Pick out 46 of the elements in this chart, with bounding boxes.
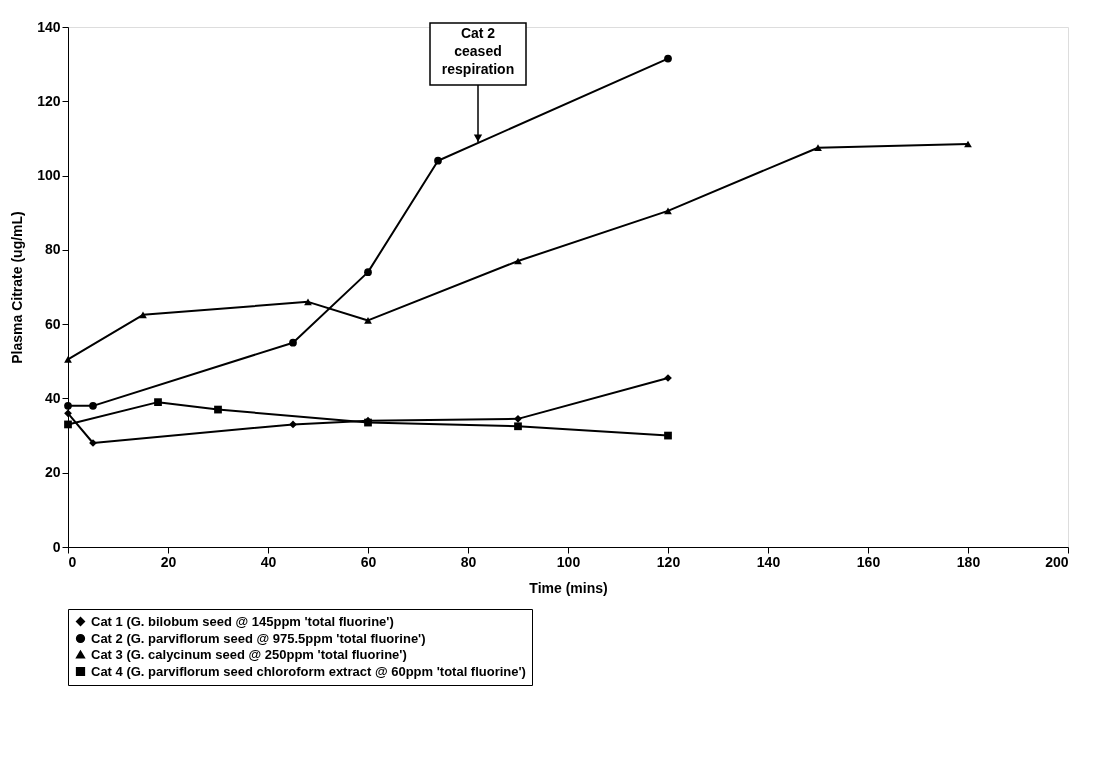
x-tick-label: 0 bbox=[68, 553, 77, 570]
point bbox=[364, 268, 372, 277]
y-tick-label: 80 bbox=[44, 241, 61, 258]
point bbox=[664, 54, 672, 63]
point bbox=[434, 156, 442, 165]
x-tick-label: 140 bbox=[756, 553, 781, 570]
y-axis-title: Plasma Citrate (ug/mL) bbox=[9, 211, 26, 364]
x-tick-label: 120 bbox=[656, 553, 681, 570]
x-tick-label: 160 bbox=[856, 553, 881, 570]
point bbox=[64, 356, 72, 363]
y-tick-label: 140 bbox=[37, 18, 61, 35]
point bbox=[364, 317, 372, 324]
point bbox=[304, 298, 312, 306]
x-tick-label: 60 bbox=[360, 553, 377, 570]
legend-label: Cat 3 (G. calycinum seed @ 250ppm 'total fluorine') bbox=[91, 646, 407, 662]
x-tick-label: 40 bbox=[260, 553, 277, 570]
legend-label: Cat 1 (G. bilobum seed @ 145ppm 'total fluorine') bbox=[91, 613, 394, 629]
x-tick-label: 20 bbox=[160, 553, 177, 570]
y-tick-label: 60 bbox=[44, 315, 61, 332]
y-tick-label: 20 bbox=[44, 464, 61, 481]
legend-label: Cat 2 (G. parviflorum seed @ 975.5ppm 'total fluorine') bbox=[91, 630, 426, 646]
x-tick-label: 80 bbox=[460, 553, 477, 570]
legend-label: Cat 4 (G. parviflorum seed chloroform extract @ 60ppm 'total fluorine') bbox=[91, 663, 526, 679]
point bbox=[289, 420, 297, 429]
y-tick-label: 100 bbox=[37, 167, 61, 184]
x-tick-label: 100 bbox=[556, 553, 581, 570]
point bbox=[64, 420, 72, 429]
point bbox=[89, 401, 97, 410]
point bbox=[514, 414, 522, 423]
annotation: Cat 2 ceased respiration bbox=[441, 25, 515, 77]
point bbox=[814, 144, 822, 152]
point bbox=[154, 398, 162, 407]
x-tick-label: 200 bbox=[1045, 553, 1069, 570]
x-axis-title: Time (mins) bbox=[529, 579, 608, 596]
point bbox=[139, 311, 147, 319]
point bbox=[289, 338, 297, 347]
y-tick-label: 120 bbox=[37, 92, 61, 109]
point bbox=[664, 207, 672, 215]
point bbox=[64, 401, 72, 410]
point bbox=[664, 431, 672, 440]
point bbox=[514, 422, 522, 431]
y-tick-label: 0 bbox=[52, 538, 61, 555]
x-tick-label: 180 bbox=[956, 553, 981, 570]
y-tick-label: 40 bbox=[44, 389, 61, 406]
point bbox=[214, 405, 222, 414]
point bbox=[64, 409, 72, 418]
